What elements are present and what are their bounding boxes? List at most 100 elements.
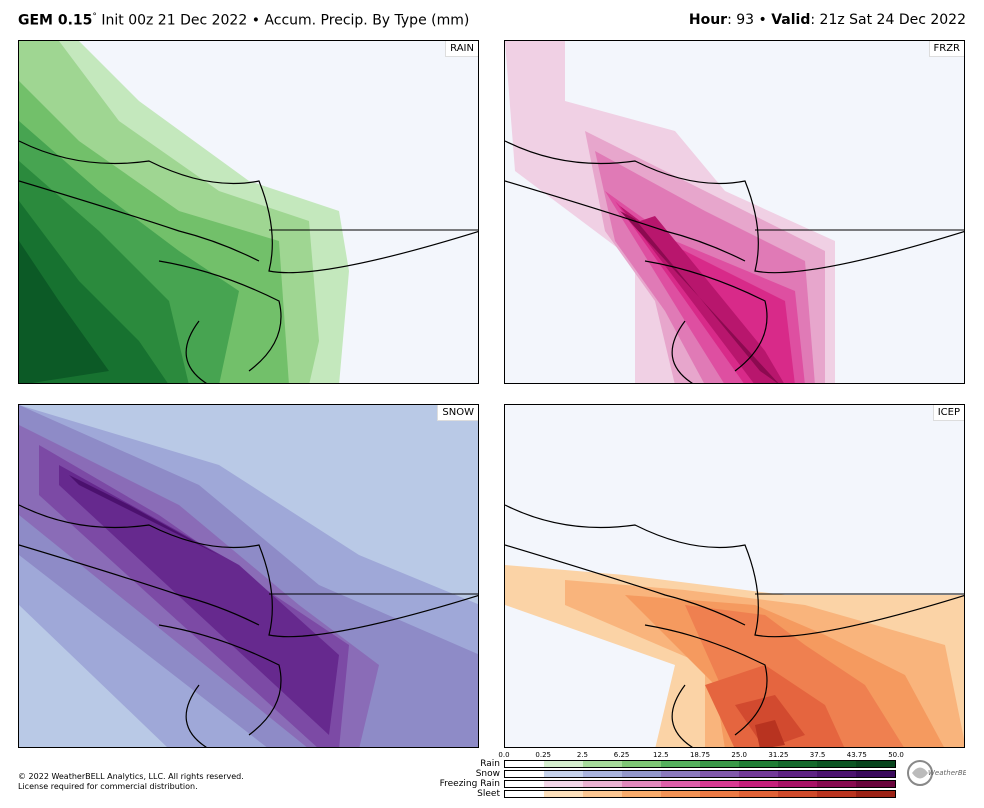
icep-panel: ICEP	[504, 404, 965, 748]
legend-swatch	[739, 791, 778, 797]
legend-swatch	[778, 791, 817, 797]
title-bullet: •	[251, 12, 260, 29]
legend-row-label: Snow	[475, 769, 500, 779]
legend-swatch	[505, 771, 544, 777]
legend-tick: 2.5	[576, 751, 588, 759]
hour-label: Hour	[688, 12, 728, 28]
legend-swatch	[700, 791, 739, 797]
valid-bullet: •	[758, 12, 767, 28]
legend-swatch	[817, 761, 856, 767]
legend-row: Sleet	[420, 789, 900, 799]
copyright-notice: © 2022 WeatherBELL Analytics, LLC. All r…	[18, 772, 244, 792]
legend-color-bar	[504, 770, 896, 778]
legend-tick: 31.25	[768, 751, 789, 759]
valid-label: Valid	[771, 12, 811, 28]
legend-swatch	[817, 791, 856, 797]
precip-contour	[735, 695, 805, 747]
legend-tick: 6.25	[613, 751, 630, 759]
legend-tick: 25.0	[731, 751, 747, 759]
snow-map	[19, 405, 478, 747]
legend-swatch	[544, 781, 583, 787]
frzr-panel: FRZR	[504, 40, 965, 384]
copyright-line: © 2022 WeatherBELL Analytics, LLC. All r…	[18, 772, 244, 781]
legend-swatch	[622, 781, 661, 787]
legend-swatch	[544, 761, 583, 767]
legend-swatch	[778, 771, 817, 777]
init-time: Init 00z 21 Dec 2022	[101, 12, 248, 29]
legend-swatch	[856, 781, 895, 787]
legend-tick: 37.5	[809, 751, 826, 759]
legend-swatch	[817, 781, 856, 787]
legend-swatch	[505, 761, 544, 767]
precip-contour	[19, 241, 109, 383]
rain-panel-label: RAIN	[445, 41, 478, 57]
legend-swatch	[505, 791, 544, 797]
legend-swatch	[739, 761, 778, 767]
icep-map	[505, 504, 964, 747]
coastline	[19, 140, 478, 383]
legend-swatch	[622, 761, 661, 767]
legend-tick: 18.75	[689, 751, 711, 759]
legend-row-label: Sleet	[477, 789, 500, 799]
hour-value: : 93	[727, 12, 755, 28]
legend-row: Rain	[420, 759, 900, 769]
legend-swatch	[661, 771, 700, 777]
rain-map	[19, 41, 478, 383]
legend-swatch	[856, 791, 895, 797]
legend-swatch	[583, 781, 622, 787]
precip-contour	[755, 720, 785, 747]
legend-row-label: Freezing Rain	[439, 779, 500, 789]
frzr-panel-label: FRZR	[928, 41, 964, 57]
legend-swatch	[544, 771, 583, 777]
frzr-map	[505, 41, 964, 383]
legend-swatch	[622, 771, 661, 777]
legend-tick: 50.0	[888, 751, 904, 759]
legend-row: Freezing Rain	[420, 779, 900, 789]
valid-value: : 21z Sat 24 Dec 2022	[810, 12, 966, 28]
legend-row-label: Rain	[480, 759, 500, 769]
legend-swatch	[661, 761, 700, 767]
product-name: Accum. Precip. By Type (mm)	[264, 12, 470, 29]
coastline	[19, 504, 478, 747]
legend-swatch	[622, 791, 661, 797]
legend-swatch	[739, 781, 778, 787]
snow-panel: SNOW	[18, 404, 479, 748]
valid-time-header: Hour: 93 • Valid: 21z Sat 24 Dec 2022	[689, 12, 966, 28]
coastline	[505, 504, 964, 747]
svg-text:WeatherBELL: WeatherBELL	[928, 769, 966, 777]
coastline	[505, 140, 964, 383]
precip-contour	[620, 206, 784, 383]
legend-color-bar	[504, 780, 896, 788]
legend-swatch	[661, 781, 700, 787]
weatherbell-logo: WeatherBELL	[906, 758, 975, 788]
legend-tick: 0.25	[535, 751, 551, 759]
legend-swatch	[778, 781, 817, 787]
legend-swatch	[544, 791, 583, 797]
legend-swatch	[817, 771, 856, 777]
legend-swatch	[661, 791, 700, 797]
legend-swatch	[700, 781, 739, 787]
icep-panel-label: ICEP	[932, 405, 964, 421]
legend-swatch	[583, 771, 622, 777]
legend-tick: 12.5	[653, 751, 669, 759]
snow-panel-label: SNOW	[437, 405, 478, 421]
precip-contour	[69, 475, 219, 555]
map-title: GEM 0.15° Init 00z 21 Dec 2022 • Accum. …	[18, 12, 469, 29]
legend-row: Snow	[420, 769, 900, 779]
legend-swatch	[739, 771, 778, 777]
legend-swatch	[700, 771, 739, 777]
degree-sign: °	[92, 12, 97, 22]
legend-swatch	[700, 761, 739, 767]
legend-tick: 43.75	[846, 751, 867, 759]
legend-swatch	[505, 781, 544, 787]
legend-ticks: 0.0 0.25 2.5 6.25 12.5 18.75 25.0 31.25 37.5 43.7…	[498, 751, 903, 761]
rain-panel: RAIN	[18, 40, 479, 384]
legend-swatch	[856, 771, 895, 777]
legend-swatch	[583, 791, 622, 797]
legend-color-bar	[504, 790, 896, 798]
legend-swatch	[778, 761, 817, 767]
legend-swatch	[583, 761, 622, 767]
legend-tick: 0.0	[498, 751, 510, 759]
license-line: License required for commercial distribu…	[18, 782, 198, 791]
legend-color-bar	[504, 760, 896, 768]
